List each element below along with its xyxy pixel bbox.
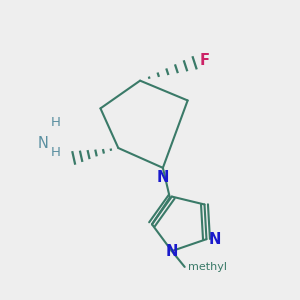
Text: methyl: methyl	[188, 262, 226, 272]
Text: N: N	[208, 232, 221, 247]
Text: H: H	[51, 146, 61, 160]
Text: H: H	[51, 116, 61, 129]
Text: N: N	[157, 170, 169, 185]
Text: N: N	[38, 136, 49, 151]
Text: N: N	[166, 244, 178, 259]
Text: F: F	[200, 53, 209, 68]
